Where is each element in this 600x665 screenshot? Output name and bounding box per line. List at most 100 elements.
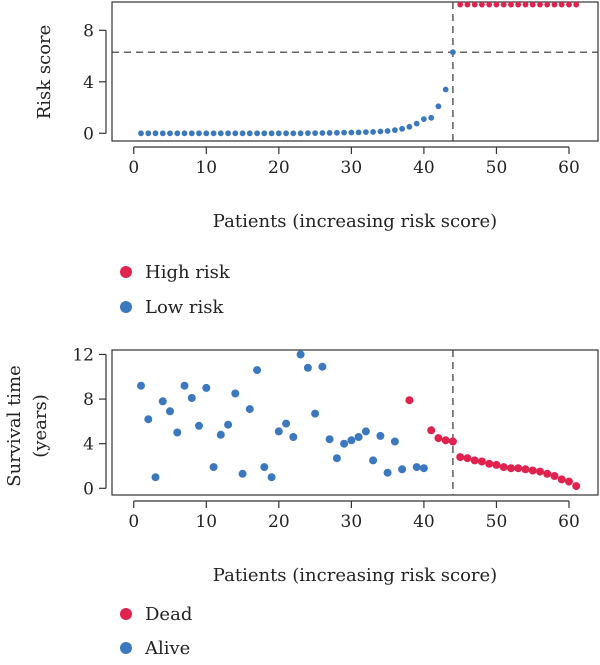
survival-point-alive <box>412 463 421 472</box>
survival-point-dead <box>557 475 566 484</box>
survival-point-alive <box>260 463 269 472</box>
risk-score-point-low-risk <box>181 130 188 137</box>
risk-score-point-high-risk <box>479 1 485 8</box>
risk-score-point-low-risk <box>261 130 268 137</box>
risk-score-point-low-risk <box>406 123 413 130</box>
survival-point-alive <box>158 397 167 406</box>
risk-score-point-high-risk <box>500 1 507 8</box>
risk-score-point-high-risk <box>551 1 558 8</box>
risk-score-cutoff-lines <box>112 2 598 141</box>
risk-score-point-low-risk <box>319 130 326 136</box>
survival-point-alive <box>187 394 196 402</box>
risk-score-point-low-risk <box>450 49 456 56</box>
survival-point-dead <box>456 453 465 462</box>
survival-point-dead <box>572 482 581 491</box>
risk-score-point-high-risk <box>515 1 522 8</box>
survival-y-tick-label: 0 <box>83 479 94 499</box>
risk-score-point-low-risk <box>145 130 152 137</box>
survival-plot-frame <box>111 349 599 496</box>
survival-point-alive <box>369 456 378 465</box>
survival-point-alive <box>289 433 298 441</box>
risk-score-point-low-risk <box>159 130 166 137</box>
risk-score-x-tick-label: 30 <box>341 158 363 178</box>
risk-score-point-low-risk <box>384 128 391 134</box>
risk-score-point-high-risk <box>566 1 572 8</box>
risk-score-point-low-risk <box>392 127 398 133</box>
survival-point-alive <box>245 405 254 414</box>
risk-score-point-low-risk <box>370 129 376 135</box>
risk-score-point-high-risk <box>486 1 493 8</box>
survival-point-alive <box>202 383 211 392</box>
risk-score-point-low-risk <box>297 130 304 137</box>
risk-score-point-high-risk <box>464 1 471 8</box>
risk-legend: High risk Low risk <box>120 262 231 318</box>
risk-score-point-low-risk <box>348 129 355 136</box>
risk-score-point-low-risk <box>203 130 210 137</box>
survival-point-alive <box>238 469 247 478</box>
risk-score-point-high-risk <box>471 1 478 8</box>
risk-score-point-high-risk <box>558 1 565 8</box>
survival-point-alive <box>398 465 407 474</box>
survival-point-alive <box>347 436 356 445</box>
legend-high-risk-label: High risk <box>145 262 231 283</box>
risk-score-point-high-risk <box>537 1 543 8</box>
survival-point-alive <box>195 421 203 430</box>
survival-x-tick-label: 30 <box>341 512 363 532</box>
risk-score-point-low-risk <box>341 129 347 136</box>
risk-score-x-tick-label: 60 <box>558 158 580 178</box>
legend-high-risk-marker <box>120 266 132 278</box>
risk-score-point-low-risk <box>413 120 420 127</box>
risk-score-x-axis: 0 10 20 30 40 50 60 <box>128 146 580 178</box>
legend-low-risk-label: Low risk <box>145 297 225 318</box>
survival-y-label-unit: (years) <box>30 394 51 457</box>
survival-point-dead <box>485 459 494 468</box>
survival-x-tick-label: 50 <box>486 512 508 532</box>
survival-point-alive <box>340 439 349 448</box>
survival-point-dead <box>550 472 559 480</box>
survival-point-alive <box>311 409 320 418</box>
survival-x-tick-label: 20 <box>268 512 290 532</box>
risk-score-point-low-risk <box>268 130 275 137</box>
survival-point-dead <box>514 464 523 473</box>
survival-point-alive <box>253 366 262 375</box>
survival-x-label: Patients (increasing risk score) <box>213 565 497 586</box>
survival-time-panel: 0 10 20 30 40 50 60 0 4 8 12 Patients (increasing… <box>4 345 599 586</box>
survival-point-dead <box>499 463 508 472</box>
survival-y-tick-label: 4 <box>83 435 94 455</box>
legend-low-risk-marker <box>120 301 132 313</box>
risk-score-point-low-risk <box>421 116 427 122</box>
survival-point-alive <box>216 430 225 439</box>
survival-y-tick-label: 8 <box>83 390 94 410</box>
survival-point-dead <box>448 437 457 446</box>
survival-point-alive <box>231 389 240 398</box>
status-legend: Dead Alive <box>120 604 192 659</box>
survival-point-dead <box>536 467 544 476</box>
risk-score-point-low-risk <box>138 130 144 137</box>
survival-point-alive <box>282 419 291 428</box>
risk-score-point-low-risk <box>355 129 362 136</box>
survival-point-dead <box>434 434 443 443</box>
survival-x-tick-label: 10 <box>195 512 217 532</box>
risk-score-x-tick-label: 10 <box>195 158 217 178</box>
survival-point-alive <box>303 363 312 372</box>
survival-point-alive <box>137 381 145 390</box>
risk-score-point-low-risk <box>435 103 442 110</box>
survival-y-tick-label: 12 <box>72 345 94 365</box>
survival-point-alive <box>180 381 189 390</box>
risk-score-point-low-risk <box>152 130 159 137</box>
survival-point-dead <box>405 396 414 405</box>
survival-point-dead <box>528 466 537 475</box>
survival-point-alive <box>390 437 399 446</box>
survival-point-alive <box>354 433 363 441</box>
survival-point-alive <box>383 468 392 477</box>
legend-dead-label: Dead <box>145 604 192 625</box>
risk-score-point-low-risk <box>305 130 311 137</box>
risk-score-point-low-risk <box>188 130 195 137</box>
survival-point-alive <box>376 431 385 440</box>
survival-x-tick-label: 0 <box>128 512 139 532</box>
survival-point-alive <box>325 435 334 444</box>
survival-point-dead <box>470 456 479 465</box>
risk-score-x-tick-label: 0 <box>128 158 139 178</box>
survival-point-dead <box>427 426 436 435</box>
